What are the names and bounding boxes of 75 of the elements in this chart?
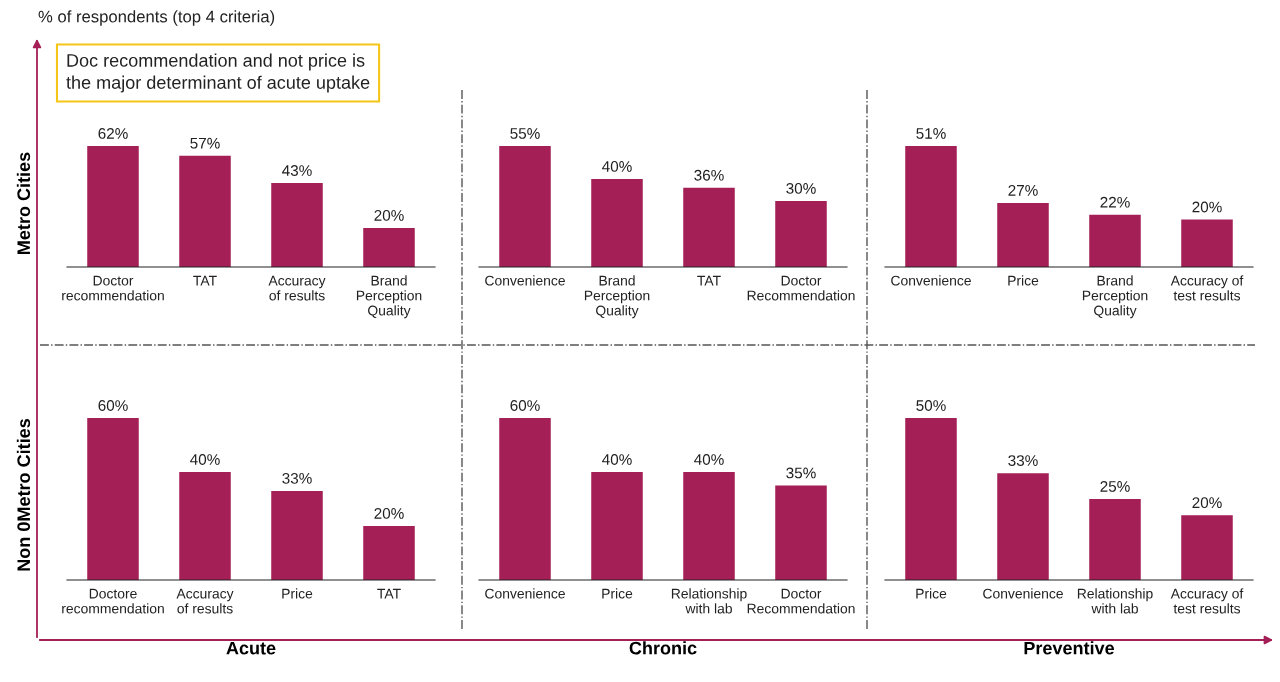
data-label: 40% (190, 454, 220, 465)
bar (271, 490, 323, 580)
x-tick-label: Convenience (485, 588, 565, 599)
x-axis-title: Acute (226, 641, 276, 655)
x-tick-label: Relationship with lab (1077, 588, 1153, 614)
bar (363, 227, 415, 267)
data-label: 40% (694, 454, 724, 465)
x-tick-label: TAT (193, 275, 217, 286)
bar (363, 526, 415, 580)
data-label: 20% (374, 209, 404, 221)
data-label: 57% (190, 137, 220, 149)
x-tick-label: Price (916, 588, 947, 599)
data-label: 43% (282, 165, 312, 176)
bar (775, 201, 827, 267)
bar (591, 179, 643, 267)
data-label: 27% (1008, 184, 1038, 196)
x-tick-label: Accuracy of results (268, 275, 326, 301)
bar (499, 146, 551, 267)
x-tick-label: Relationship with lab (671, 588, 747, 614)
bar (1181, 219, 1233, 267)
y-axis-title: Metro Cities (16, 152, 31, 254)
x-tick-label: Brand Perception Quality (584, 275, 650, 319)
data-label: 30% (786, 183, 816, 194)
x-tick-label: Convenience (983, 588, 1063, 599)
bar (997, 473, 1049, 580)
x-tick-label: Accuracy of results (176, 588, 234, 614)
bar (179, 155, 231, 267)
x-axis-title: Preventive (1024, 641, 1115, 655)
data-label: 51% (916, 128, 946, 139)
bar (87, 418, 139, 580)
bar (905, 146, 957, 267)
bar (997, 202, 1049, 267)
x-tick-label: Brand Perception Quality (356, 275, 422, 319)
data-label: 60% (98, 400, 128, 411)
data-label: 33% (1008, 455, 1038, 466)
data-label: 62% (98, 128, 128, 139)
data-label: 60% (510, 400, 540, 411)
x-tick-label: Price (602, 588, 633, 599)
data-label: 25% (1100, 481, 1130, 492)
bar (179, 472, 231, 580)
data-label: 20% (1192, 201, 1222, 213)
bar (1089, 499, 1141, 580)
x-tick-label: Convenience (485, 275, 565, 286)
bar (271, 183, 323, 267)
x-tick-label: Accuracy of test results (1170, 588, 1244, 614)
x-tick-label: TAT (377, 588, 401, 599)
bar (1089, 214, 1141, 267)
y-axis-title: Non 0Metro Cities (16, 418, 31, 571)
data-label: 20% (1192, 497, 1222, 509)
data-label: 20% (374, 508, 404, 519)
data-label: 40% (602, 454, 632, 465)
bar (905, 418, 957, 580)
x-tick-label: Price (282, 588, 313, 599)
data-label: 50% (916, 400, 946, 411)
x-tick-label: Doctor Recommendation (747, 275, 855, 301)
bar (683, 187, 735, 267)
data-label: 33% (282, 472, 312, 484)
x-tick-label: Price (1008, 275, 1039, 286)
x-tick-label: Doctor recommendation (62, 275, 164, 301)
data-label: 22% (1100, 196, 1130, 208)
data-label: 35% (786, 467, 816, 479)
data-label: 55% (510, 128, 540, 139)
x-axis-title: Chronic (629, 641, 697, 655)
x-tick-label: Accuracy of test results (1170, 275, 1244, 301)
x-tick-label: Brand Perception Quality (1082, 275, 1148, 319)
x-tick-label: Doctore recommendation (62, 588, 164, 614)
data-label: 36% (694, 169, 724, 181)
x-tick-label: Convenience (891, 275, 971, 286)
data-label: 40% (602, 161, 632, 172)
text: % of respondents (top 4 criteria) (38, 10, 275, 26)
x-tick-label: Doctor Recommendation (747, 588, 855, 614)
bar (1181, 515, 1233, 580)
text: Doc recommendation and not price is the major determinant of acute uptake (66, 53, 370, 93)
bar (87, 146, 139, 267)
x-tick-label: TAT (697, 275, 721, 286)
